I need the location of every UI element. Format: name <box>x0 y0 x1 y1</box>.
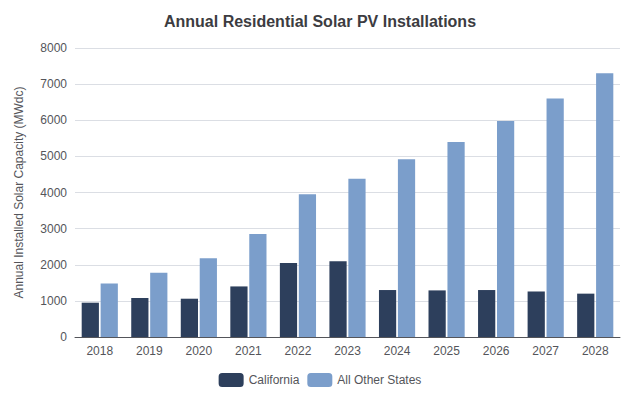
svg-text:Annual Residential Solar PV In: Annual Residential Solar PV Installation… <box>164 13 476 30</box>
svg-text:All Other States: All Other States <box>337 373 421 387</box>
svg-text:2024: 2024 <box>384 344 411 358</box>
svg-text:5000: 5000 <box>40 149 67 163</box>
svg-text:0: 0 <box>60 330 67 344</box>
svg-text:2021: 2021 <box>235 344 262 358</box>
svg-text:1000: 1000 <box>40 294 67 308</box>
svg-text:2027: 2027 <box>532 344 559 358</box>
svg-text:2022: 2022 <box>285 344 312 358</box>
svg-text:2000: 2000 <box>40 258 67 272</box>
svg-text:8000: 8000 <box>40 41 67 55</box>
svg-text:2023: 2023 <box>334 344 361 358</box>
svg-text:2019: 2019 <box>136 344 163 358</box>
svg-text:4000: 4000 <box>40 186 67 200</box>
svg-text:2018: 2018 <box>86 344 113 358</box>
svg-text:3000: 3000 <box>40 222 67 236</box>
svg-text:2025: 2025 <box>433 344 460 358</box>
svg-text:California: California <box>249 373 300 387</box>
svg-text:2026: 2026 <box>483 344 510 358</box>
svg-text:7000: 7000 <box>40 77 67 91</box>
svg-text:2028: 2028 <box>582 344 609 358</box>
svg-text:2020: 2020 <box>186 344 213 358</box>
svg-text:Annual Installed Solar Capacit: Annual Installed Solar Capacity (MWdc) <box>12 86 26 298</box>
svg-text:6000: 6000 <box>40 113 67 127</box>
